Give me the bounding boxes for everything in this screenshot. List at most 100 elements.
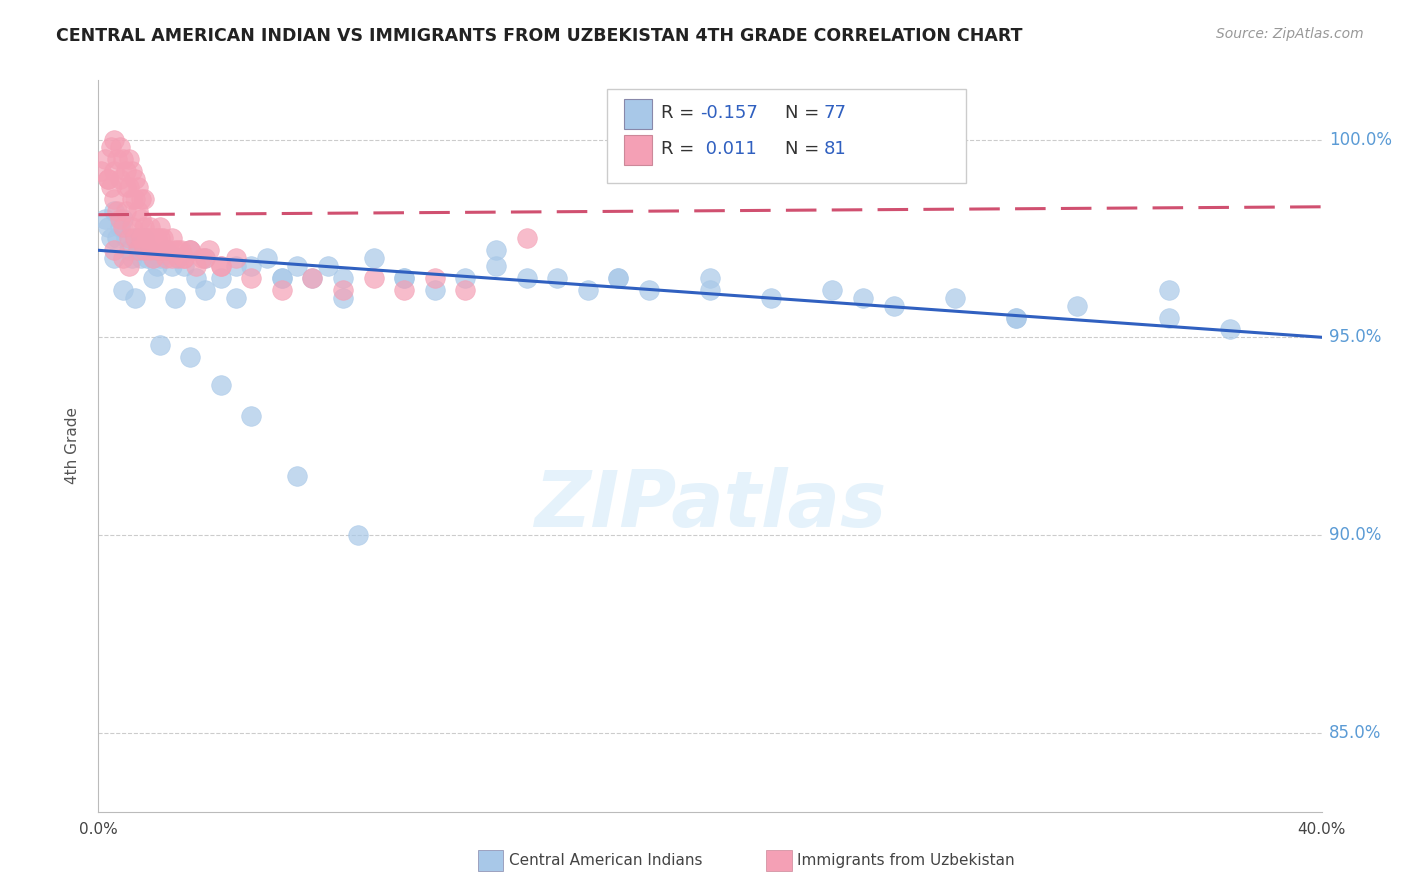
Point xyxy=(363,271,385,285)
Point xyxy=(179,244,201,258)
Point xyxy=(155,244,177,258)
Point xyxy=(139,244,162,258)
Point xyxy=(186,259,208,273)
Point xyxy=(225,251,247,265)
Point xyxy=(115,231,138,245)
Point xyxy=(179,244,201,258)
Point xyxy=(607,271,630,285)
Point xyxy=(118,180,141,194)
Point xyxy=(149,244,172,258)
Point xyxy=(607,271,630,285)
Text: N =: N = xyxy=(785,140,824,158)
Point xyxy=(129,231,152,245)
Text: 0.0%: 0.0% xyxy=(79,822,118,837)
Text: 85.0%: 85.0% xyxy=(1329,723,1381,741)
Point xyxy=(108,211,131,226)
Point xyxy=(167,251,190,265)
Point xyxy=(194,251,217,265)
Point xyxy=(270,271,294,285)
Text: Source: ZipAtlas.com: Source: ZipAtlas.com xyxy=(1216,27,1364,41)
Point xyxy=(301,271,323,285)
Point xyxy=(115,164,138,178)
Text: 100.0%: 100.0% xyxy=(1329,130,1392,149)
Point xyxy=(118,259,141,273)
Point xyxy=(127,244,149,258)
Point xyxy=(108,172,131,186)
Point xyxy=(121,251,143,265)
Point xyxy=(134,219,156,234)
Point xyxy=(111,211,134,226)
Point xyxy=(127,244,149,258)
Point xyxy=(392,283,416,297)
Text: ZIPatlas: ZIPatlas xyxy=(534,467,886,542)
Point xyxy=(129,251,152,265)
Point xyxy=(173,251,195,265)
Text: 40.0%: 40.0% xyxy=(1298,822,1346,837)
Point xyxy=(97,172,120,186)
Point xyxy=(142,251,165,265)
Point xyxy=(285,259,308,273)
Point xyxy=(118,231,141,245)
Point xyxy=(173,251,195,265)
Text: 81: 81 xyxy=(824,140,846,158)
Point xyxy=(699,283,721,297)
Point xyxy=(179,244,201,258)
Point xyxy=(363,251,385,265)
Point xyxy=(173,259,195,273)
Y-axis label: 4th Grade: 4th Grade xyxy=(65,408,80,484)
Point xyxy=(121,192,143,206)
Point xyxy=(97,219,120,234)
Point xyxy=(332,291,354,305)
Point xyxy=(97,172,120,186)
Point xyxy=(160,259,183,273)
Point xyxy=(1157,310,1180,325)
Point xyxy=(1219,322,1241,336)
Point xyxy=(111,283,134,297)
Text: 90.0%: 90.0% xyxy=(1329,526,1381,544)
Point xyxy=(100,180,122,194)
Point xyxy=(485,259,508,273)
Point xyxy=(761,291,783,305)
Point xyxy=(1004,310,1026,325)
Point xyxy=(142,231,165,245)
Point xyxy=(301,271,323,285)
Text: -0.157: -0.157 xyxy=(700,104,758,122)
Point xyxy=(127,180,149,194)
Point xyxy=(121,219,143,234)
Point xyxy=(105,203,128,218)
Point xyxy=(121,164,143,178)
Point xyxy=(392,271,416,285)
Point xyxy=(103,203,125,218)
Point xyxy=(136,251,159,265)
Point xyxy=(93,153,115,167)
Point xyxy=(1004,310,1026,325)
Point xyxy=(111,251,134,265)
Point xyxy=(149,231,172,245)
Point xyxy=(270,283,294,297)
Point xyxy=(516,231,538,245)
Point xyxy=(163,291,186,305)
Point xyxy=(103,164,125,178)
Point xyxy=(90,164,112,178)
Point xyxy=(145,244,167,258)
Point xyxy=(270,271,294,285)
Point xyxy=(160,231,183,245)
Point xyxy=(852,291,875,305)
Point xyxy=(103,244,125,258)
Point xyxy=(256,251,278,265)
Point xyxy=(157,244,180,258)
Point xyxy=(225,259,247,273)
Point xyxy=(167,244,190,258)
Point xyxy=(225,291,247,305)
Point xyxy=(194,283,217,297)
Point xyxy=(124,192,146,206)
Point xyxy=(240,409,263,424)
Point xyxy=(145,231,167,245)
Point xyxy=(285,468,308,483)
Text: R =: R = xyxy=(661,140,700,158)
Point xyxy=(124,291,146,305)
Text: Immigrants from Uzbekistan: Immigrants from Uzbekistan xyxy=(797,854,1015,868)
Point xyxy=(155,251,177,265)
Point xyxy=(194,251,217,265)
Point xyxy=(392,271,416,285)
